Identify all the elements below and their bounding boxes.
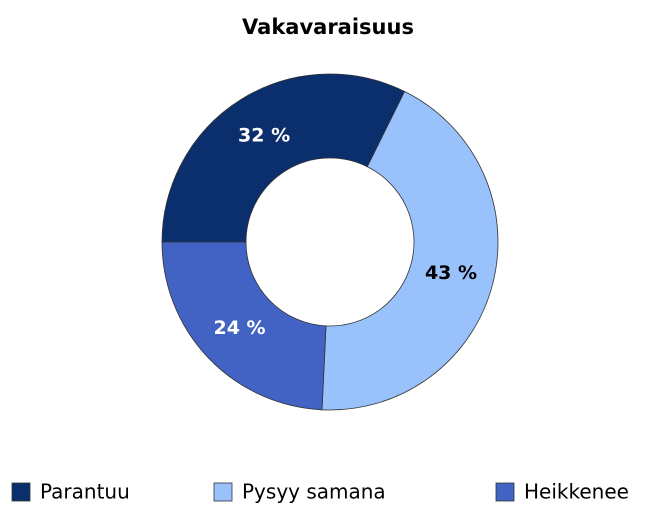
legend-swatch (213, 482, 233, 502)
data-label: 24 % (213, 317, 265, 339)
donut-segment (161, 241, 327, 411)
legend-swatch (11, 482, 31, 502)
legend-label: Pysyy samana (242, 480, 386, 504)
data-label: 32 % (238, 124, 290, 146)
legend-label: Parantuu (40, 480, 130, 504)
chart-title: Vakavaraisuus (242, 15, 414, 39)
donut-segment (321, 90, 499, 411)
data-label: 43 % (425, 262, 477, 284)
legend-swatch (495, 482, 515, 502)
legend-label: Heikkenee (524, 480, 629, 504)
donut-segment (161, 73, 406, 243)
